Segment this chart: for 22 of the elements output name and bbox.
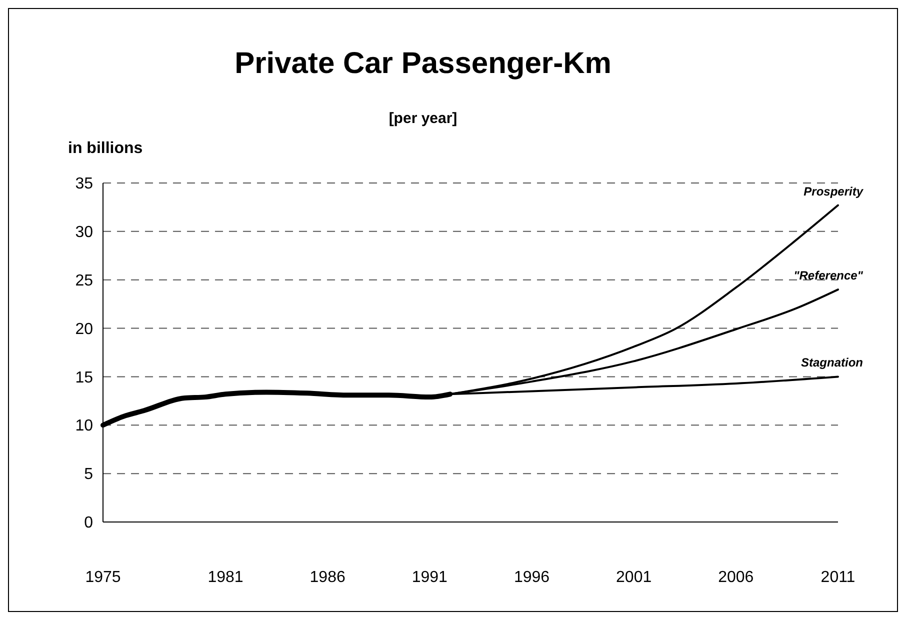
series-label: Stagnation <box>801 356 863 370</box>
y-tick-label: 20 <box>75 320 94 338</box>
x-tick-label: 2011 <box>820 569 856 586</box>
y-tick-label: 5 <box>84 466 94 484</box>
y-tick-label: 15 <box>75 369 94 386</box>
chart-title: Private Car Passenger-Km <box>234 47 612 80</box>
x-tick-label: 2006 <box>718 569 754 586</box>
x-tick-label: 1986 <box>310 569 346 586</box>
x-tick-label: 1975 <box>85 569 121 586</box>
x-tick-label: 1991 <box>412 569 448 586</box>
y-axis-title: in billions <box>68 140 143 157</box>
series-label: Prosperity <box>804 184 864 198</box>
x-tick-label: 2001 <box>616 569 652 586</box>
chart-subtitle: [per year] <box>388 110 458 127</box>
y-tick-label: 35 <box>75 176 94 193</box>
series-label: "Reference" <box>794 268 864 283</box>
x-tick-label: 1996 <box>514 569 550 586</box>
y-tick-label: 25 <box>75 272 94 290</box>
x-tick-label: 1981 <box>208 569 244 586</box>
y-tick-label: 30 <box>75 224 94 242</box>
y-tick-label: 10 <box>75 418 94 435</box>
y-tick-label: 0 <box>84 514 94 532</box>
